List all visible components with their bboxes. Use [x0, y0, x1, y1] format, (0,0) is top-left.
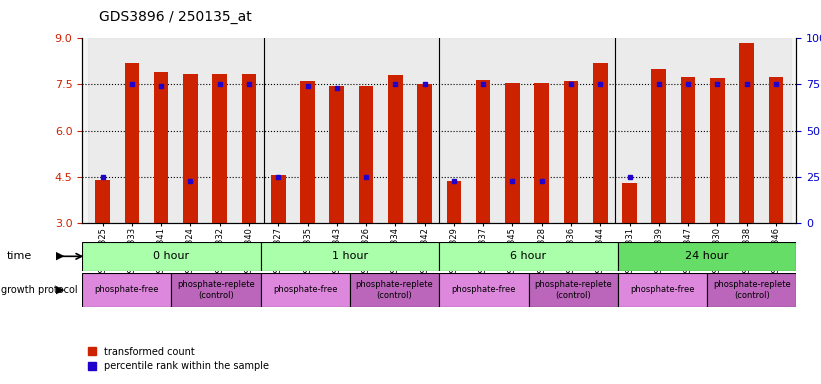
Bar — [329, 86, 344, 223]
Bar — [476, 80, 490, 223]
Text: ▶: ▶ — [56, 251, 64, 261]
Text: phosphate-free: phosphate-free — [452, 285, 516, 295]
Text: phosphate-replete
(control): phosphate-replete (control) — [355, 280, 433, 300]
Bar — [388, 75, 402, 223]
FancyBboxPatch shape — [82, 273, 172, 307]
Text: ▶: ▶ — [56, 285, 64, 295]
FancyBboxPatch shape — [172, 273, 261, 307]
Bar — [681, 77, 695, 223]
Legend: transformed count, percentile rank within the sample: transformed count, percentile rank withi… — [87, 347, 269, 371]
FancyBboxPatch shape — [439, 242, 618, 271]
Text: phosphate-free: phosphate-free — [94, 285, 159, 295]
Bar — [88, 38, 264, 223]
Bar — [534, 83, 549, 223]
Text: 6 hour: 6 hour — [511, 251, 547, 262]
Bar — [652, 69, 666, 223]
Text: time: time — [7, 251, 32, 261]
Bar — [768, 77, 783, 223]
Bar — [447, 181, 461, 223]
FancyBboxPatch shape — [261, 273, 350, 307]
FancyBboxPatch shape — [439, 273, 529, 307]
Bar — [593, 63, 608, 223]
Bar — [710, 78, 725, 223]
Text: 24 hour: 24 hour — [686, 251, 729, 262]
Text: phosphate-replete
(control): phosphate-replete (control) — [713, 280, 791, 300]
Bar — [213, 74, 227, 223]
Bar — [359, 86, 374, 223]
FancyBboxPatch shape — [618, 273, 707, 307]
Bar — [739, 43, 754, 223]
Bar — [300, 81, 314, 223]
Bar — [615, 38, 791, 223]
Bar — [125, 63, 140, 223]
Bar — [622, 183, 637, 223]
FancyBboxPatch shape — [350, 273, 439, 307]
Bar — [505, 83, 520, 223]
Text: growth protocol: growth protocol — [1, 285, 77, 295]
Text: GDS3896 / 250135_at: GDS3896 / 250135_at — [99, 10, 251, 23]
FancyBboxPatch shape — [707, 273, 796, 307]
FancyBboxPatch shape — [261, 242, 439, 271]
FancyBboxPatch shape — [618, 242, 796, 271]
Bar — [564, 81, 578, 223]
FancyBboxPatch shape — [82, 242, 261, 271]
Bar — [154, 72, 168, 223]
Bar — [417, 84, 432, 223]
Text: phosphate-free: phosphate-free — [631, 285, 695, 295]
Text: phosphate-replete
(control): phosphate-replete (control) — [177, 280, 255, 300]
Text: phosphate-free: phosphate-free — [273, 285, 337, 295]
Bar — [271, 175, 286, 223]
Text: phosphate-replete
(control): phosphate-replete (control) — [534, 280, 612, 300]
Bar — [264, 38, 439, 223]
Bar — [241, 74, 256, 223]
FancyBboxPatch shape — [529, 273, 618, 307]
Bar — [95, 180, 110, 223]
Text: 1 hour: 1 hour — [332, 251, 368, 262]
Text: 0 hour: 0 hour — [154, 251, 190, 262]
Bar — [183, 74, 198, 223]
Bar — [439, 38, 615, 223]
